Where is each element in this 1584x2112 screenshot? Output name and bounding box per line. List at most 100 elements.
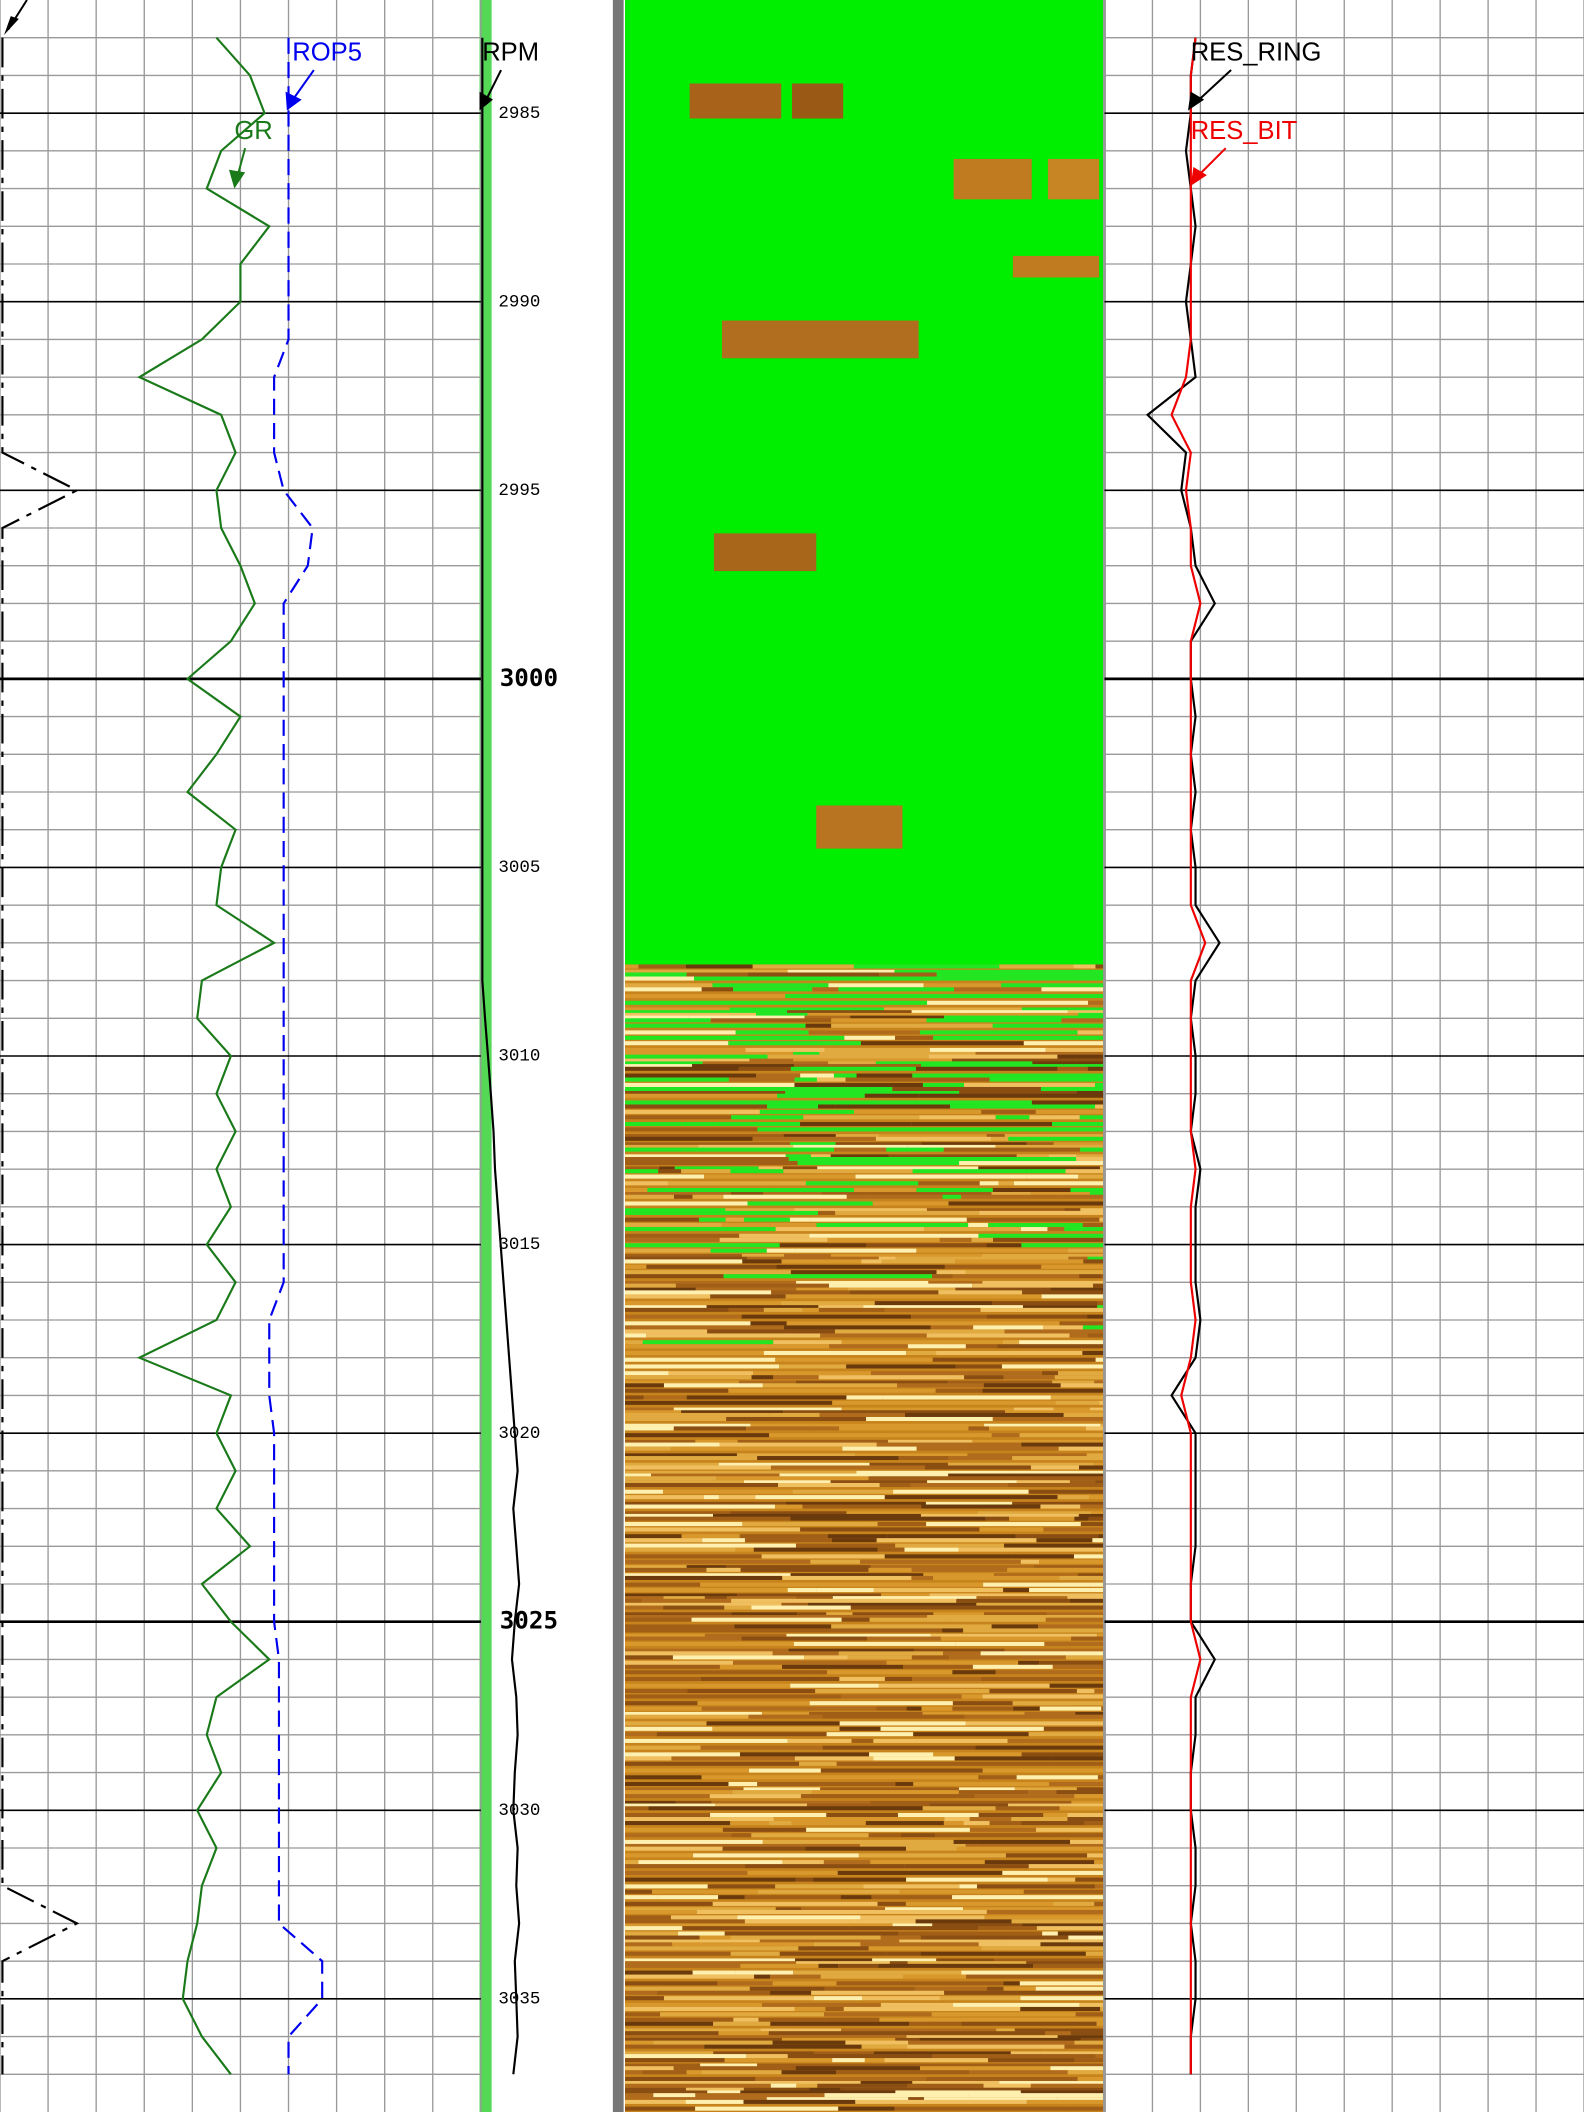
image-stripe xyxy=(838,1651,944,1656)
image-stripe xyxy=(926,1208,1065,1213)
image-stripe xyxy=(986,1909,1104,1914)
image-stripe xyxy=(1003,1588,1030,1593)
image-stripe xyxy=(911,1575,934,1580)
image-stripe xyxy=(766,1248,796,1253)
image-stripe xyxy=(624,1853,694,1858)
image-stripe xyxy=(800,994,827,999)
image-stripe xyxy=(1015,1534,1099,1539)
image-stripe xyxy=(748,1714,823,1719)
image-stripe xyxy=(948,1201,987,1206)
image-stripe xyxy=(912,1073,1081,1078)
image-patch xyxy=(1047,158,1100,200)
image-stripe xyxy=(624,1407,674,1412)
curve-name: ROP5 xyxy=(292,39,362,67)
image-stripe xyxy=(1039,1559,1104,1564)
image-stripe xyxy=(989,1077,1104,1082)
image-stripe xyxy=(1020,1996,1104,2001)
image-stripe xyxy=(795,1958,873,1963)
image-stripe xyxy=(1095,1104,1104,1109)
image-stripe xyxy=(1011,1919,1104,1924)
image-stripe xyxy=(624,1919,745,1924)
image-stripe xyxy=(873,1738,1008,1743)
image-stripe xyxy=(772,2040,846,2045)
image-stripe xyxy=(950,1064,1064,1069)
image-stripe xyxy=(758,1166,783,1171)
image-stripe xyxy=(658,1086,685,1092)
image-stripe xyxy=(977,1839,1071,1844)
image-stripe xyxy=(949,1655,1066,1660)
image-stripe xyxy=(711,1800,871,1805)
image-stripe xyxy=(944,1817,970,1822)
image-stripe xyxy=(805,1023,832,1028)
image-stripe xyxy=(779,1243,867,1248)
image-stripe xyxy=(797,1161,918,1166)
image-stripe xyxy=(923,2097,1058,2102)
image-stripe xyxy=(682,1926,850,1931)
image-stripe xyxy=(1097,1301,1104,1306)
image-stripe xyxy=(624,1350,764,1356)
image-stripe xyxy=(1042,1931,1058,1936)
image-stripe xyxy=(827,1534,888,1539)
image-stripe xyxy=(1050,1395,1104,1400)
image-stripe xyxy=(624,1559,651,1564)
image-stripe xyxy=(968,2093,1104,2098)
image-stripe xyxy=(624,1329,708,1334)
image-stripe xyxy=(672,1655,805,1660)
image-stripe xyxy=(1101,1706,1104,1711)
image-stripe xyxy=(897,1383,938,1388)
image-stripe xyxy=(731,1833,752,1838)
image-stripe xyxy=(1014,1787,1077,1792)
image-stripe xyxy=(624,1495,704,1500)
image-stripe xyxy=(624,1817,774,1822)
image-stripe xyxy=(781,1030,809,1035)
image-stripe xyxy=(989,1821,1022,1826)
log-curve xyxy=(268,37,324,2075)
image-stripe xyxy=(1051,1833,1104,1838)
image-stripe xyxy=(830,1480,928,1485)
image-stripe xyxy=(972,1283,1094,1288)
image-stripe xyxy=(1084,1821,1104,1826)
image-stripe xyxy=(624,1307,729,1312)
image-stripe xyxy=(624,1951,643,1956)
image-stripe xyxy=(868,1833,902,1838)
image-stripe xyxy=(919,1115,996,1120)
image-stripe xyxy=(1004,1329,1104,1334)
image-stripe xyxy=(810,1154,831,1159)
image-stripe xyxy=(624,1870,748,1875)
image-stripe xyxy=(799,1761,837,1766)
image-stripe xyxy=(856,1073,913,1078)
image-stripe xyxy=(735,1970,794,1975)
image-stripe xyxy=(624,1915,640,1920)
image-stripe xyxy=(769,1821,792,1826)
image-stripe xyxy=(938,1290,1023,1295)
image-stripe xyxy=(892,1923,933,1928)
image-stripe xyxy=(855,2099,1027,2104)
image-stripe xyxy=(761,2002,881,2007)
image-stripe xyxy=(624,1907,776,1912)
image-stripe xyxy=(955,1364,1002,1369)
image-stripe xyxy=(1077,2076,1104,2082)
image-stripe xyxy=(624,1412,770,1417)
image-stripe xyxy=(642,2070,687,2075)
image-stripe xyxy=(884,1554,1013,1559)
image-stripe xyxy=(827,1237,940,1242)
image-stripe xyxy=(1029,1588,1104,1593)
image-stripe xyxy=(733,987,813,992)
image-stripe xyxy=(624,1961,797,1966)
image-stripe xyxy=(747,1201,873,1206)
image-stripe xyxy=(773,1817,945,1822)
image-stripe xyxy=(624,1127,758,1132)
image-stripe xyxy=(906,2035,1058,2040)
image-stripe xyxy=(1014,2028,1104,2033)
image-stripe xyxy=(624,2044,705,2049)
image-stripe xyxy=(959,1161,1104,1166)
image-stripe xyxy=(884,1307,981,1312)
image-stripe xyxy=(818,1651,839,1656)
image-stripe xyxy=(744,1919,857,1924)
image-stripe xyxy=(624,983,713,988)
image-stripe xyxy=(684,1147,835,1152)
image-stripe xyxy=(624,1093,778,1098)
image-stripe xyxy=(715,1122,801,1127)
image-stripe xyxy=(916,1188,993,1193)
image-stripe xyxy=(955,1259,1084,1264)
